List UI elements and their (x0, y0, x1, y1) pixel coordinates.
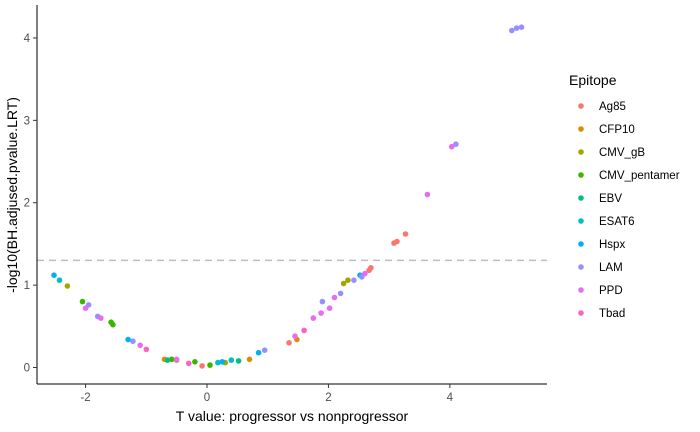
series-ppd (82, 143, 455, 363)
legend-label: ESAT6 (599, 216, 635, 228)
series-cmv-pentamer (79, 298, 213, 368)
legend-key (578, 310, 584, 316)
y-tick-label: 4 (24, 33, 31, 45)
data-point (110, 321, 116, 328)
data-point (513, 25, 520, 31)
data-point (169, 356, 175, 363)
y-tick-label: 2 (24, 198, 30, 210)
data-point (326, 305, 333, 312)
legend-label: CMV_gB (599, 147, 645, 159)
y-axis-ticks: 0 1 2 3 4 (24, 33, 37, 375)
series-lam (85, 24, 525, 354)
data-point (235, 358, 242, 364)
x-tick-label: 2 (325, 392, 331, 404)
series-cmv-gb (64, 277, 351, 366)
data-point (368, 265, 374, 271)
data-point (164, 357, 171, 363)
data-point (331, 294, 338, 301)
data-point (82, 305, 89, 312)
data-point (130, 338, 136, 345)
legend-key (578, 149, 584, 155)
legend-key (578, 126, 584, 132)
legend-label: Ag85 (599, 101, 626, 113)
data-point (228, 357, 235, 363)
data-point (173, 356, 180, 363)
legend-title: Epitope (569, 72, 617, 88)
data-point (137, 342, 143, 349)
data-point (310, 315, 317, 321)
data-point (207, 362, 213, 368)
data-point (509, 27, 515, 34)
legend-key (578, 103, 584, 109)
data-point (340, 280, 347, 287)
data-point (246, 356, 253, 363)
legend-label: Tbad (599, 308, 625, 320)
series-tbad (143, 327, 307, 367)
legend-label: EBV (599, 193, 622, 205)
data-point (402, 231, 409, 237)
series-ebv (164, 357, 242, 364)
legend: Epitope Ag85 CFP10 CMV_gB CMV_pentamer EBV ES… (569, 72, 680, 320)
data-point (186, 360, 192, 367)
data-point (453, 141, 459, 147)
legend-key (578, 172, 584, 178)
y-tick-label: 1 (24, 280, 30, 292)
series-esat6 (56, 277, 235, 366)
data-point (301, 327, 307, 334)
data-point (261, 347, 268, 354)
data-point (345, 277, 351, 284)
data-point (98, 315, 104, 321)
data-point (143, 346, 150, 353)
legend-label: LAM (599, 262, 623, 274)
data-point (318, 310, 324, 316)
x-tick-label: 0 (204, 392, 210, 404)
legend-label: Hspx (599, 239, 625, 251)
data-point (362, 270, 368, 277)
data-point (292, 333, 298, 340)
data-point (219, 359, 225, 365)
data-point (518, 24, 525, 31)
data-point (448, 143, 455, 150)
x-axis-ticks: -2 0 2 4 (80, 384, 454, 404)
legend-key (578, 218, 584, 224)
data-point (337, 290, 344, 297)
legend-key (578, 287, 584, 293)
data-point (394, 238, 400, 245)
data-point (255, 349, 262, 356)
data-point (215, 359, 221, 366)
data-point (56, 277, 63, 284)
legend-key (578, 241, 584, 247)
y-axis-title: -log10(BH.adjused.pvalue.LRT) (4, 97, 20, 293)
plot-area (37, 24, 547, 369)
data-point (351, 277, 357, 284)
data-point (192, 359, 198, 365)
data-point (64, 283, 71, 289)
data-point (286, 340, 292, 346)
series-ag85 (199, 231, 409, 369)
x-axis-title: T value: progressor vs nonprogressor (176, 408, 409, 424)
data-point (51, 272, 57, 279)
data-point (199, 363, 205, 369)
legend-key (578, 264, 584, 270)
legend-label: CMV_pentamer (599, 170, 680, 182)
legend-label: PPD (599, 285, 623, 297)
data-point (424, 191, 431, 198)
legend-label: CFP10 (599, 124, 635, 136)
x-tick-label: 4 (447, 392, 454, 404)
data-point (79, 298, 86, 305)
data-point (125, 336, 131, 343)
x-tick-label: -2 (80, 392, 90, 404)
y-tick-label: 3 (24, 115, 30, 127)
y-tick-label: 0 (24, 363, 30, 375)
legend-key (578, 195, 584, 201)
data-point (319, 298, 326, 305)
